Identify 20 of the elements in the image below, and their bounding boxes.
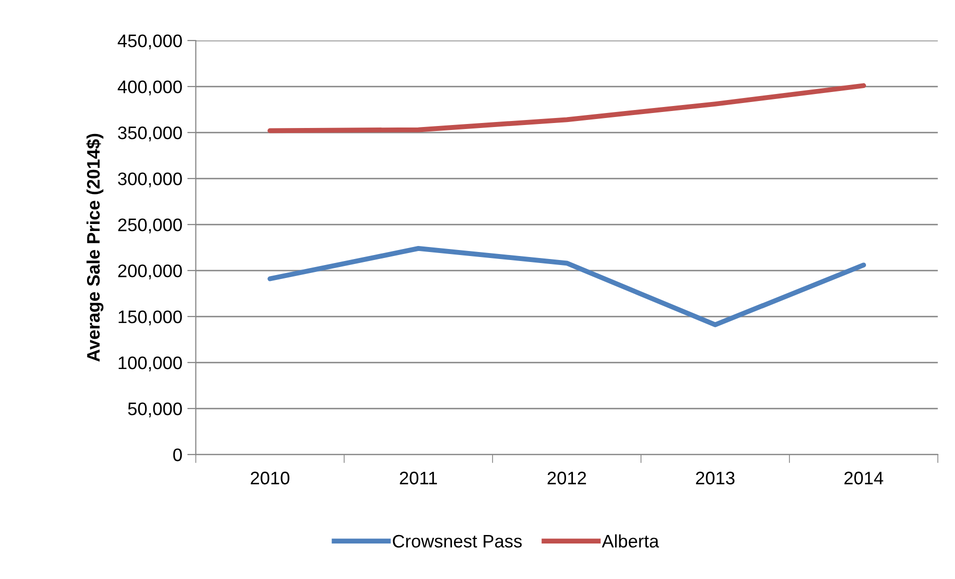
line-series [268, 83, 866, 134]
x-tick-label: 2013 [696, 472, 734, 484]
y-tick-label: 450,000 [118, 34, 182, 50]
x-tick-label: 2011 [400, 472, 437, 484]
y-tick-label: 350,000 [118, 126, 182, 142]
y-tick-label: 100,000 [118, 356, 182, 372]
x-tick-label: 2010 [250, 472, 290, 484]
x-tick-label: 2014 [844, 472, 884, 484]
x-tick-label: 2012 [548, 472, 586, 484]
y-tick-label: 50,000 [128, 402, 182, 418]
y-tick-label: 400,000 [118, 80, 182, 96]
y-tick-label: 0 [173, 448, 182, 462]
legend-label: Crowsnest Pass [392, 534, 522, 548]
y-axis-title: Average Sale Price (2014$) [86, 134, 104, 362]
line-series [268, 246, 866, 328]
y-tick-label: 300,000 [118, 172, 182, 188]
legend-label: Alberta [602, 534, 660, 548]
y-tick-label: 200,000 [118, 264, 182, 280]
y-tick-label: 150,000 [118, 310, 182, 326]
y-tick-label: 250,000 [118, 218, 182, 234]
